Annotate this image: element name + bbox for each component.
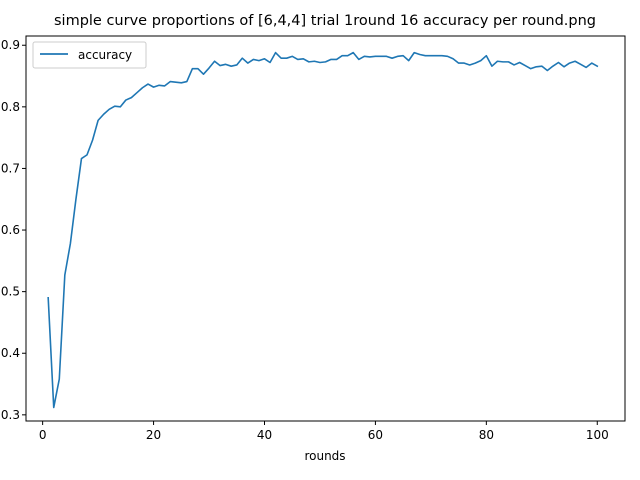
x-axis-label: rounds: [304, 449, 345, 463]
x-tick-label: 100: [586, 428, 609, 442]
x-tick-label: 20: [146, 428, 161, 442]
y-axis-ticks: 0.3 0.4 0.5 0.6 0.7 0.8 0.9: [1, 38, 26, 422]
legend-box: [32, 41, 147, 69]
legend: accuracy: [32, 41, 147, 69]
chart-title: simple curve proportions of [6,4,4] tria…: [54, 13, 596, 29]
y-tick-label: 0.3: [1, 408, 20, 422]
y-tick-label: 0.5: [1, 285, 20, 299]
x-tick-label: 0: [39, 428, 47, 442]
legend-entry-accuracy: accuracy: [78, 48, 132, 62]
series-layer: [47, 51, 599, 409]
x-axis-ticks: 0 20 40 60 80 100: [39, 421, 609, 442]
plot-frame: [25, 35, 626, 422]
y-tick-label: 0.9: [1, 38, 20, 52]
x-tick-label: 40: [257, 428, 272, 442]
y-tick-label: 0.8: [1, 100, 20, 114]
x-tick-label: 80: [479, 428, 494, 442]
y-tick-label: 0.4: [1, 346, 20, 360]
plot-area: [26, 36, 625, 421]
y-tick-label: 0.6: [1, 223, 20, 237]
x-tick-label: 60: [368, 428, 383, 442]
series-line-accuracy: [47, 51, 599, 409]
y-tick-label: 0.7: [1, 161, 20, 175]
